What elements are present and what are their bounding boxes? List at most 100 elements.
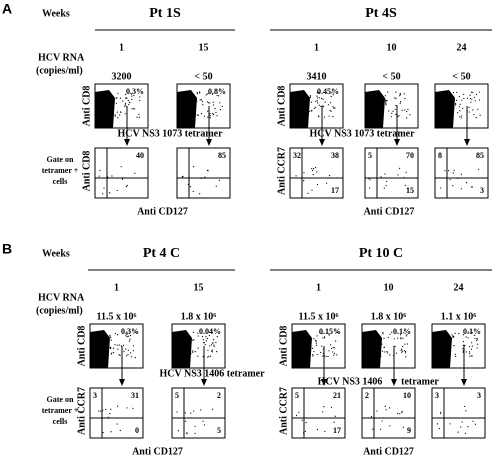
dot [116, 189, 118, 192]
dot [200, 112, 203, 115]
dot [453, 345, 455, 347]
dot [316, 183, 319, 186]
dot [323, 116, 326, 118]
dot [111, 352, 113, 354]
dot [316, 429, 319, 431]
dot [328, 115, 330, 117]
dot [125, 186, 128, 188]
dot [321, 333, 323, 335]
dot [407, 108, 409, 111]
dot [467, 337, 469, 339]
dot [330, 110, 332, 112]
dot [199, 193, 201, 195]
dot [192, 166, 195, 168]
cell-cloud [95, 90, 115, 128]
dot [315, 166, 317, 169]
arrow-head [461, 379, 467, 386]
dot [134, 172, 136, 175]
percent: 0.04% [199, 327, 221, 336]
arrow-head [321, 379, 327, 386]
dot [382, 104, 384, 106]
dot [99, 169, 101, 171]
dot [124, 104, 126, 106]
dot [119, 429, 121, 432]
dot [131, 108, 133, 110]
week: 10 [384, 282, 394, 293]
dot [203, 424, 206, 426]
dot [405, 117, 408, 119]
dot [438, 427, 440, 430]
dot [385, 99, 387, 102]
dot [202, 355, 204, 358]
dot [320, 105, 322, 107]
dot [469, 94, 471, 96]
dot [130, 356, 133, 358]
dot [128, 104, 130, 106]
dot [313, 107, 316, 109]
dot [399, 413, 401, 415]
dot [117, 405, 119, 407]
dot [399, 102, 401, 104]
dot [311, 189, 313, 191]
dot [317, 97, 319, 99]
dot [316, 335, 318, 337]
quadrant-value: 8 [438, 151, 442, 160]
dot [127, 99, 129, 102]
dot [402, 350, 404, 352]
dot [316, 100, 318, 102]
dot [478, 91, 481, 93]
dot [403, 93, 405, 95]
dot [472, 91, 474, 93]
quadrant-plot [171, 387, 226, 439]
dot [468, 331, 470, 333]
dot [452, 172, 455, 174]
dot [402, 337, 404, 339]
dot [391, 331, 393, 333]
dot [107, 176, 109, 178]
tetramer-label: tetramer [401, 376, 439, 387]
dot [330, 347, 333, 350]
dot [461, 115, 463, 117]
arrow-head [119, 379, 125, 386]
dot [304, 430, 307, 433]
axis-label: Anti CD127 [363, 446, 414, 457]
dot [119, 97, 121, 99]
dot [120, 345, 122, 347]
dot [219, 109, 221, 111]
percent: 0.15% [319, 327, 341, 336]
dot [116, 423, 118, 425]
dot [331, 92, 333, 94]
dot [330, 344, 332, 346]
dot [460, 173, 463, 175]
dot [469, 97, 472, 100]
dot [469, 352, 471, 355]
quadrant-value: 10 [403, 391, 411, 400]
dot [458, 106, 460, 108]
dot [128, 340, 130, 342]
dot [201, 335, 204, 338]
quadrant-value: 5 [295, 391, 299, 400]
dot [139, 96, 141, 98]
dot [457, 112, 459, 114]
dot [102, 431, 104, 434]
week: 1 [316, 282, 321, 293]
dot [207, 102, 209, 104]
quadrant-value: 21 [333, 391, 341, 400]
dot [322, 98, 324, 100]
quadrant-value: 3 [480, 186, 484, 195]
dot [211, 332, 213, 334]
tetramer-label: HCV NS3 1406 tetramer [159, 368, 265, 379]
dot [401, 412, 403, 414]
dot [401, 410, 403, 413]
dot [318, 104, 320, 106]
dot [401, 348, 403, 350]
dot [476, 343, 479, 345]
dot [322, 337, 324, 339]
quadrant-value: 3 [435, 391, 439, 400]
dot [471, 99, 473, 101]
dot [472, 420, 474, 422]
tetramer-label: HCV NS3 1406 [318, 376, 383, 387]
dot [466, 97, 469, 99]
dot [305, 421, 307, 424]
dot [313, 350, 315, 353]
